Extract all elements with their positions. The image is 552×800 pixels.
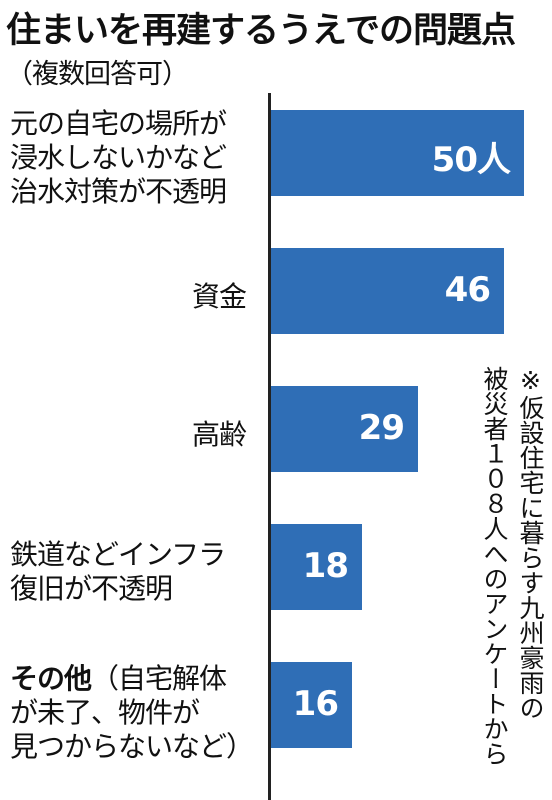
chart-title: 住まいを再建するうえでの問題点 <box>6 11 516 51</box>
category-label-line: 見つからないなど） <box>10 730 254 763</box>
bar-1 <box>271 110 524 196</box>
category-label-line: 復旧が不透明 <box>10 572 173 605</box>
category-label-line: 高齢 <box>192 418 247 451</box>
bar-4 <box>271 524 362 610</box>
bar-value-label-3: 29 <box>358 408 405 448</box>
category-label-line: 浸水しないかなど <box>10 141 227 174</box>
category-label-emphasis: その他 <box>10 662 92 695</box>
category-label-4: 鉄道などインフラ 復旧が不透明 <box>10 538 226 606</box>
category-label-1: 元の自宅の場所が 浸水しないかなど 治水対策が不透明 <box>10 107 227 209</box>
bar-2 <box>271 248 504 334</box>
category-label-line: が未了、物件が <box>10 696 200 729</box>
category-label-2: 資金 <box>192 280 247 314</box>
bar-value-label-5: 16 <box>292 684 339 724</box>
category-label-line: 資金 <box>192 280 247 313</box>
category-label-line: 治水対策が不透明 <box>10 175 227 208</box>
bar-5 <box>271 662 352 748</box>
bar-value-label-4: 18 <box>302 546 349 586</box>
bar-value-label-1: 50人 <box>431 140 511 180</box>
category-label-line: 鉄道などインフラ <box>10 538 226 571</box>
category-label-rest: （自宅解体 <box>91 662 227 695</box>
category-label-3: 高齢 <box>192 418 247 452</box>
source-note-line-1: ※仮設住宅に暮らす九州豪雨の <box>516 366 545 720</box>
category-label-5: その他（自宅解体 が未了、物件が 見つからないなど） <box>10 662 254 764</box>
bar-3 <box>271 386 418 472</box>
y-axis-line <box>268 93 271 800</box>
category-label-line: その他（自宅解体 <box>10 662 253 696</box>
chart-subtitle: （複数回答可） <box>6 59 189 90</box>
category-label-line: 元の自宅の場所が <box>10 107 227 140</box>
bar-value-label-2: 46 <box>444 270 491 310</box>
source-note-line-2: 被災者１０８人へのアンケートから <box>480 366 509 766</box>
